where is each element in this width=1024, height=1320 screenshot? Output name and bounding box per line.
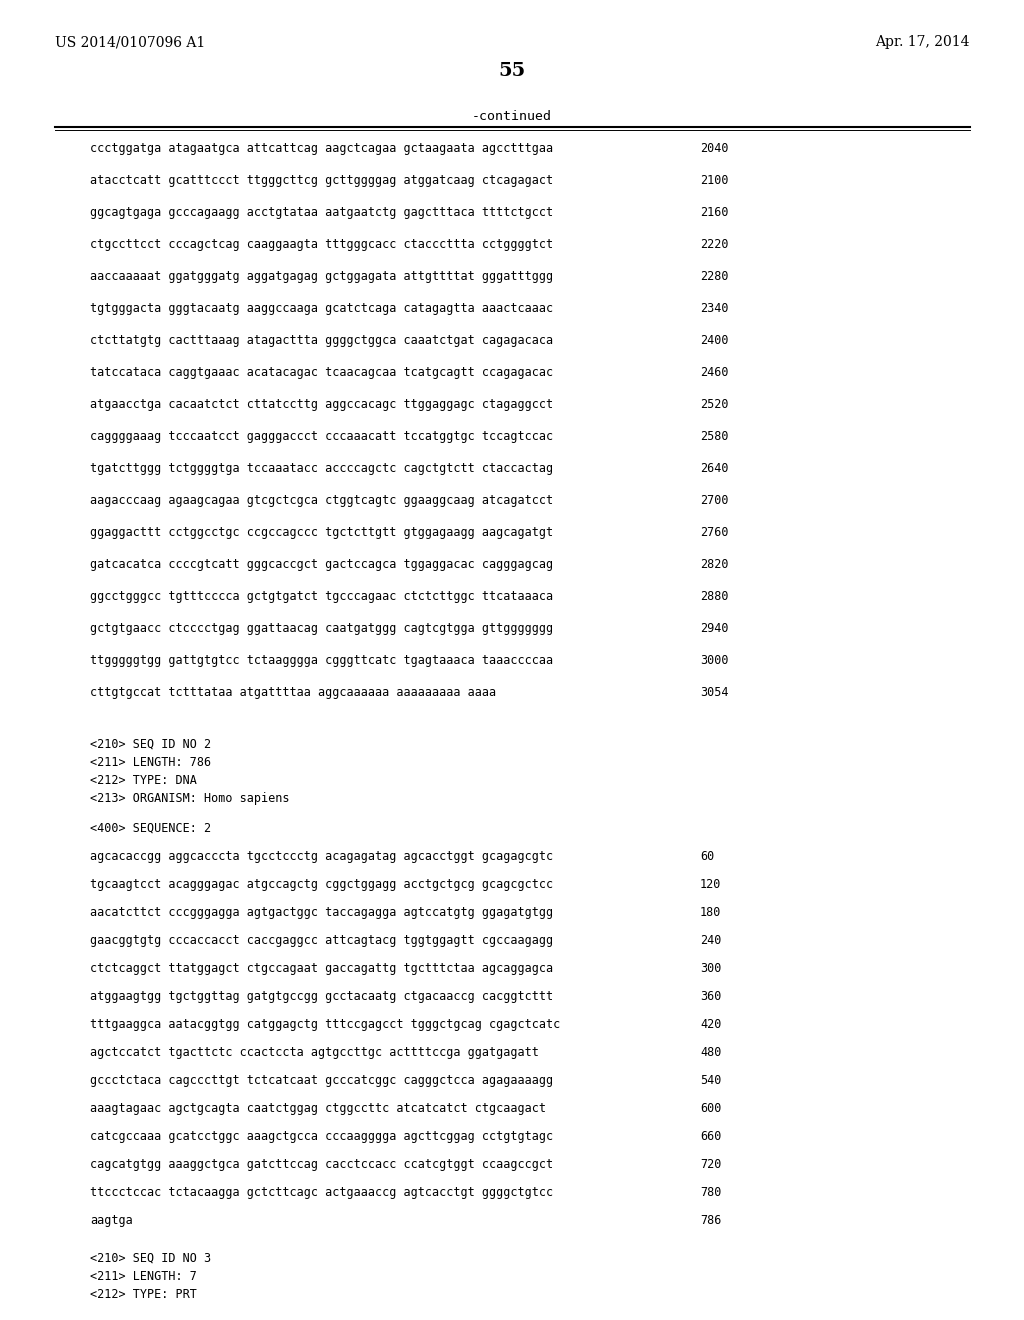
Text: 2040: 2040 [700,143,728,154]
Text: 2880: 2880 [700,590,728,603]
Text: <400> SEQUENCE: 2: <400> SEQUENCE: 2 [90,822,211,836]
Text: 2820: 2820 [700,558,728,572]
Text: gctgtgaacc ctcccctgag ggattaacag caatgatggg cagtcgtgga gttggggggg: gctgtgaacc ctcccctgag ggattaacag caatgat… [90,622,553,635]
Text: caggggaaag tcccaatcct gagggaccct cccaaacatt tccatggtgc tccagtccac: caggggaaag tcccaatcct gagggaccct cccaaac… [90,430,553,444]
Text: 2580: 2580 [700,430,728,444]
Text: 420: 420 [700,1018,721,1031]
Text: 786: 786 [700,1214,721,1228]
Text: 180: 180 [700,906,721,919]
Text: ggaggacttt cctggcctgc ccgccagccc tgctcttgtt gtggagaagg aagcagatgt: ggaggacttt cctggcctgc ccgccagccc tgctctt… [90,525,553,539]
Text: 120: 120 [700,878,721,891]
Text: <212> TYPE: DNA: <212> TYPE: DNA [90,774,197,787]
Text: cagcatgtgg aaaggctgca gatcttccag cacctccacc ccatcgtggt ccaagccgct: cagcatgtgg aaaggctgca gatcttccag cacctcc… [90,1158,553,1171]
Text: 300: 300 [700,962,721,975]
Text: 2520: 2520 [700,399,728,411]
Text: US 2014/0107096 A1: US 2014/0107096 A1 [55,36,205,49]
Text: aagacccaag agaagcagaa gtcgctcgca ctggtcagtc ggaaggcaag atcagatcct: aagacccaag agaagcagaa gtcgctcgca ctggtca… [90,494,553,507]
Text: Apr. 17, 2014: Apr. 17, 2014 [876,36,970,49]
Text: catcgccaaa gcatcctggc aaagctgcca cccaagggga agcttcggag cctgtgtagc: catcgccaaa gcatcctggc aaagctgcca cccaagg… [90,1130,553,1143]
Text: 2700: 2700 [700,494,728,507]
Text: agctccatct tgacttctc ccactccta agtgccttgc acttttccga ggatgagatt: agctccatct tgacttctc ccactccta agtgccttg… [90,1045,539,1059]
Text: 2460: 2460 [700,366,728,379]
Text: <212> TYPE: PRT: <212> TYPE: PRT [90,1288,197,1302]
Text: tttgaaggca aatacggtgg catggagctg tttccgagcct tgggctgcag cgagctcatc: tttgaaggca aatacggtgg catggagctg tttccga… [90,1018,560,1031]
Text: 600: 600 [700,1102,721,1115]
Text: aagtga: aagtga [90,1214,133,1228]
Text: 2280: 2280 [700,271,728,282]
Text: 2760: 2760 [700,525,728,539]
Text: 240: 240 [700,935,721,946]
Text: gccctctaca cagcccttgt tctcatcaat gcccatcggc cagggctcca agagaaaagg: gccctctaca cagcccttgt tctcatcaat gcccatc… [90,1074,553,1086]
Text: 60: 60 [700,850,715,863]
Text: aaccaaaaat ggatgggatg aggatgagag gctggagata attgttttat gggatttggg: aaccaaaaat ggatgggatg aggatgagag gctggag… [90,271,553,282]
Text: ttgggggtgg gattgtgtcc tctaagggga cgggttcatc tgagtaaaca taaaccccaa: ttgggggtgg gattgtgtcc tctaagggga cgggttc… [90,653,553,667]
Text: ggcctgggcc tgtttcccca gctgtgatct tgcccagaac ctctcttggc ttcataaaca: ggcctgggcc tgtttcccca gctgtgatct tgcccag… [90,590,553,603]
Text: 780: 780 [700,1185,721,1199]
Text: <213> ORGANISM: Homo sapiens: <213> ORGANISM: Homo sapiens [90,792,290,805]
Text: atacctcatt gcatttccct ttgggcttcg gcttggggag atggatcaag ctcagagact: atacctcatt gcatttccct ttgggcttcg gcttggg… [90,174,553,187]
Text: agcacaccgg aggcacccta tgcctccctg acagagatag agcacctggt gcagagcgtc: agcacaccgg aggcacccta tgcctccctg acagaga… [90,850,553,863]
Text: tatccataca caggtgaaac acatacagac tcaacagcaa tcatgcagtt ccagagacac: tatccataca caggtgaaac acatacagac tcaacag… [90,366,553,379]
Text: 2100: 2100 [700,174,728,187]
Text: tgcaagtcct acagggagac atgccagctg cggctggagg acctgctgcg gcagcgctcc: tgcaagtcct acagggagac atgccagctg cggctgg… [90,878,553,891]
Text: ctcttatgtg cactttaaag atagacttta ggggctggca caaatctgat cagagacaca: ctcttatgtg cactttaaag atagacttta ggggctg… [90,334,553,347]
Text: 720: 720 [700,1158,721,1171]
Text: -continued: -continued [472,110,552,123]
Text: gaacggtgtg cccaccacct caccgaggcc attcagtacg tggtggagtt cgccaagagg: gaacggtgtg cccaccacct caccgaggcc attcagt… [90,935,553,946]
Text: 2160: 2160 [700,206,728,219]
Text: 3000: 3000 [700,653,728,667]
Text: 3054: 3054 [700,686,728,700]
Text: 480: 480 [700,1045,721,1059]
Text: aaagtagaac agctgcagta caatctggag ctggccttc atcatcatct ctgcaagact: aaagtagaac agctgcagta caatctggag ctggcct… [90,1102,546,1115]
Text: tgatcttggg tctggggtga tccaaatacc accccagctc cagctgtctt ctaccactag: tgatcttggg tctggggtga tccaaatacc accccag… [90,462,553,475]
Text: <210> SEQ ID NO 2: <210> SEQ ID NO 2 [90,738,211,751]
Text: 540: 540 [700,1074,721,1086]
Text: ggcagtgaga gcccagaagg acctgtataa aatgaatctg gagctttaca ttttctgcct: ggcagtgaga gcccagaagg acctgtataa aatgaat… [90,206,553,219]
Text: 55: 55 [499,62,525,81]
Text: 2220: 2220 [700,238,728,251]
Text: <211> LENGTH: 7: <211> LENGTH: 7 [90,1270,197,1283]
Text: 360: 360 [700,990,721,1003]
Text: tgtgggacta gggtacaatg aaggccaaga gcatctcaga catagagtta aaactcaaac: tgtgggacta gggtacaatg aaggccaaga gcatctc… [90,302,553,315]
Text: <211> LENGTH: 786: <211> LENGTH: 786 [90,756,211,770]
Text: ctgccttcct cccagctcag caaggaagta tttgggcacc ctacccttta cctggggtct: ctgccttcct cccagctcag caaggaagta tttgggc… [90,238,553,251]
Text: atggaagtgg tgctggttag gatgtgccgg gcctacaatg ctgacaaccg cacggtcttt: atggaagtgg tgctggttag gatgtgccgg gcctaca… [90,990,553,1003]
Text: ttccctccac tctacaagga gctcttcagc actgaaaccg agtcacctgt ggggctgtcc: ttccctccac tctacaagga gctcttcagc actgaaa… [90,1185,553,1199]
Text: atgaacctga cacaatctct cttatccttg aggccacagc ttggaggagc ctagaggcct: atgaacctga cacaatctct cttatccttg aggccac… [90,399,553,411]
Text: 2340: 2340 [700,302,728,315]
Text: <210> SEQ ID NO 3: <210> SEQ ID NO 3 [90,1251,211,1265]
Text: cttgtgccat tctttataa atgattttaa aggcaaaaaa aaaaaaaaa aaaa: cttgtgccat tctttataa atgattttaa aggcaaaa… [90,686,496,700]
Text: aacatcttct cccgggagga agtgactggc taccagagga agtccatgtg ggagatgtgg: aacatcttct cccgggagga agtgactggc taccaga… [90,906,553,919]
Text: 660: 660 [700,1130,721,1143]
Text: ccctggatga atagaatgca attcattcag aagctcagaa gctaagaata agcctttgaa: ccctggatga atagaatgca attcattcag aagctca… [90,143,553,154]
Text: 2940: 2940 [700,622,728,635]
Text: ctctcaggct ttatggagct ctgccagaat gaccagattg tgctttctaa agcaggagca: ctctcaggct ttatggagct ctgccagaat gaccaga… [90,962,553,975]
Text: gatcacatca ccccgtcatt gggcaccgct gactccagca tggaggacac cagggagcag: gatcacatca ccccgtcatt gggcaccgct gactcca… [90,558,553,572]
Text: 2640: 2640 [700,462,728,475]
Text: 2400: 2400 [700,334,728,347]
